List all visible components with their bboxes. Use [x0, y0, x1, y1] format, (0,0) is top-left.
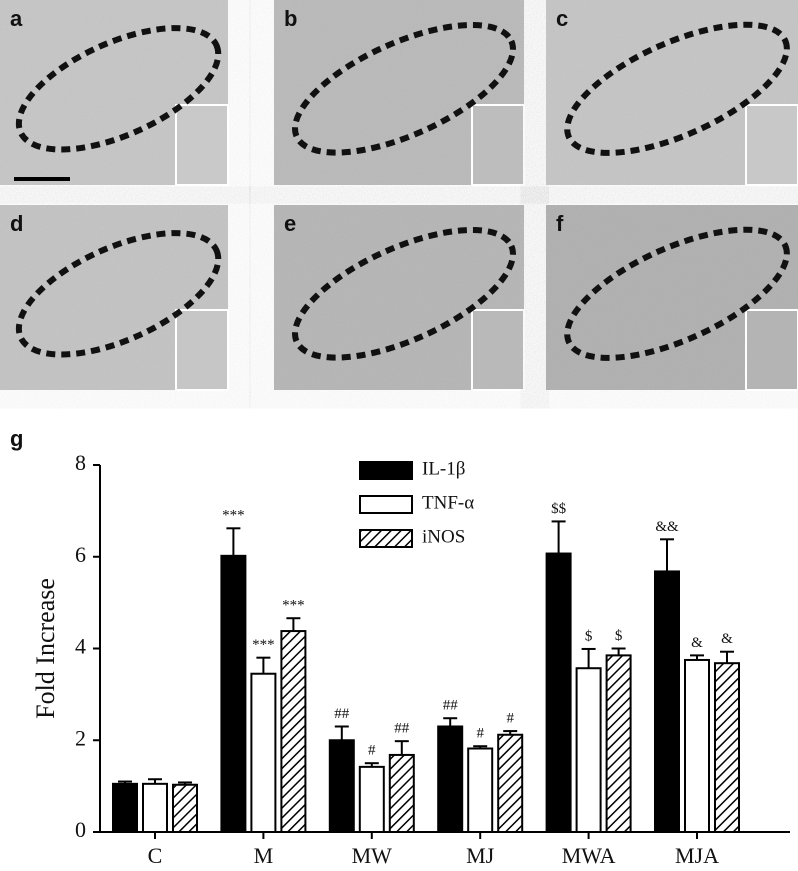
region-outline — [564, 21, 790, 156]
legend-swatch — [359, 495, 413, 514]
inset-image — [175, 309, 229, 391]
micrograph: c — [546, 0, 798, 186]
legend-label: IL-1β — [422, 458, 465, 479]
bar — [684, 658, 710, 833]
bar — [280, 630, 307, 833]
panel-label: a — [10, 6, 23, 31]
y-tick-label: 0 — [75, 817, 86, 842]
significance-label: *** — [252, 637, 275, 653]
legend-label: iNOS — [422, 526, 465, 547]
bar — [497, 733, 524, 833]
bar — [388, 753, 415, 833]
significance-label: & — [721, 631, 733, 647]
micrograph: b — [274, 0, 525, 186]
chart-label: g — [10, 426, 23, 451]
bar — [172, 783, 198, 834]
x-tick-label: MW — [352, 843, 393, 868]
significance-label: $ — [585, 628, 593, 644]
micrograph: e — [274, 205, 525, 391]
significance-label: $$ — [551, 501, 567, 517]
significance-label: *** — [282, 598, 305, 614]
legend-swatch — [359, 529, 413, 548]
significance-label: # — [506, 711, 514, 727]
bar — [654, 570, 680, 833]
panel-label: d — [10, 211, 23, 236]
micrograph: d — [0, 205, 229, 391]
y-tick-label: 4 — [75, 634, 86, 659]
region-outline — [15, 230, 222, 358]
panel-label: e — [284, 211, 296, 236]
y-tick-label: 2 — [75, 725, 86, 750]
bar — [714, 662, 740, 833]
y-axis-label: Fold Increase — [31, 578, 60, 719]
bar — [142, 782, 168, 833]
significance-label: && — [655, 519, 679, 535]
region-outline — [292, 227, 516, 361]
significance-label: ## — [443, 698, 459, 714]
y-tick-label: 6 — [75, 542, 86, 567]
bar — [220, 554, 247, 834]
bar — [605, 654, 632, 833]
panel-label: b — [284, 6, 297, 31]
inset-image — [471, 309, 525, 391]
x-tick-label: MWA — [562, 843, 616, 868]
legend-swatch — [359, 461, 413, 480]
significance-label: *** — [222, 508, 245, 524]
region-outline — [564, 226, 790, 361]
bar — [328, 739, 355, 833]
significance-label: # — [476, 726, 484, 742]
x-tick-label: C — [148, 843, 163, 868]
panel-label: f — [556, 211, 564, 236]
inset-image — [745, 104, 798, 186]
inset-image — [175, 104, 229, 186]
legend-label: TNF-α — [422, 492, 474, 513]
x-tick-label: M — [254, 843, 274, 868]
bar — [358, 765, 385, 833]
micrograph-panels: a b c d e f — [0, 0, 798, 391]
micrograph: f — [546, 205, 798, 391]
bar — [545, 552, 572, 833]
bar — [437, 725, 464, 833]
significance-label: & — [691, 635, 703, 651]
region-outline — [15, 25, 222, 153]
bar — [112, 782, 138, 833]
bar — [250, 672, 277, 834]
x-tick-label: MJA — [675, 843, 719, 868]
inset-image — [471, 104, 525, 186]
micrograph: a — [0, 0, 229, 186]
bar — [467, 747, 494, 834]
x-tick-label: MJ — [466, 843, 495, 868]
y-tick-label: 8 — [75, 450, 86, 475]
panel-label: c — [556, 6, 568, 31]
significance-label: ## — [334, 706, 350, 722]
bar — [575, 667, 602, 833]
inset-image — [745, 309, 798, 391]
significance-label: $ — [615, 628, 623, 644]
significance-label: # — [368, 743, 376, 759]
significance-label: ## — [394, 721, 410, 737]
